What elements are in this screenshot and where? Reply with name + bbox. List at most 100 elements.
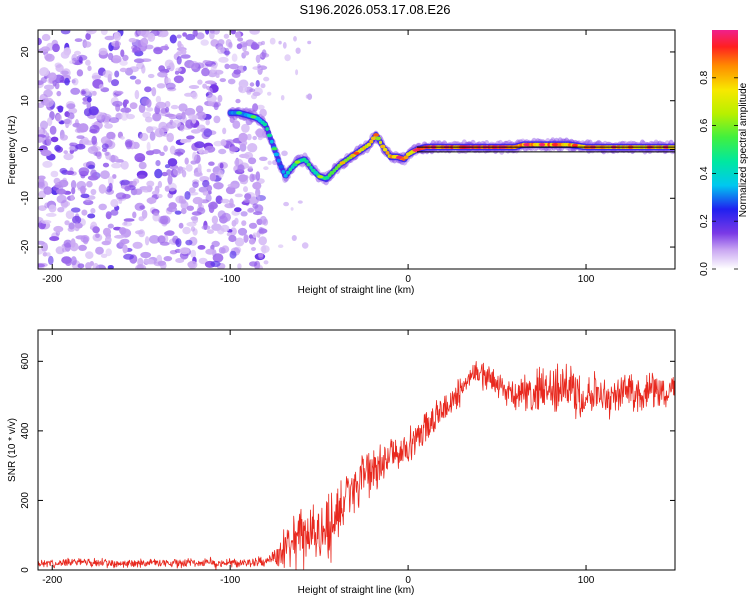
noise-blob xyxy=(242,42,247,53)
noise-blob xyxy=(112,55,122,64)
noise-blob xyxy=(247,165,253,170)
noise-blob xyxy=(128,66,139,73)
noise-blob xyxy=(65,170,75,175)
noise-blob xyxy=(98,47,108,56)
noise-blob xyxy=(64,220,70,226)
noise-blob xyxy=(213,102,219,111)
noise-blob xyxy=(151,190,159,196)
noise-blob xyxy=(260,83,266,89)
noise-blob xyxy=(44,202,49,209)
noise-blob xyxy=(212,253,224,263)
spectrogram-y-tick-label: -20 xyxy=(20,239,31,254)
ridge-peak xyxy=(373,133,380,137)
noise-blob xyxy=(247,207,255,213)
noise-blob xyxy=(95,246,104,255)
noise-blob xyxy=(65,210,75,219)
noise-blob xyxy=(163,145,168,152)
noise-blob xyxy=(217,227,225,235)
snr-y-label: SNR (10 * v/v) xyxy=(7,418,18,482)
noise-blob xyxy=(269,37,276,45)
noise-blob xyxy=(46,252,51,257)
noise-blob xyxy=(43,97,54,108)
noise-blob xyxy=(222,127,227,135)
noise-blob xyxy=(211,215,219,225)
noise-blob xyxy=(179,247,190,255)
noise-blob xyxy=(249,82,255,87)
noise-blob xyxy=(157,71,168,78)
noise-blob xyxy=(172,119,181,128)
noise-blob xyxy=(209,30,215,40)
noise-blob xyxy=(161,125,169,133)
noise-blob xyxy=(197,79,203,85)
noise-blob xyxy=(160,261,167,269)
noise-blob xyxy=(71,187,76,195)
noise-blob xyxy=(70,238,76,248)
noise-blob xyxy=(181,208,187,215)
noise-blob xyxy=(251,174,257,181)
noise-blob xyxy=(89,261,95,266)
spectrogram-ridge xyxy=(227,106,675,186)
colorbar-tick-label: 0.2 xyxy=(699,214,710,228)
noise-blob xyxy=(203,128,213,138)
noise-blob xyxy=(110,154,116,163)
noise-blob xyxy=(152,112,162,122)
ridge-core xyxy=(270,139,274,144)
noise-blob xyxy=(283,201,289,207)
noise-blob xyxy=(85,251,94,259)
noise-blob xyxy=(281,150,288,157)
noise-blob xyxy=(192,181,199,188)
snr-x-label: Height of straight line (km) xyxy=(298,585,415,596)
spectrogram-y-label: Frequency (Hz) xyxy=(7,116,18,185)
noise-blob xyxy=(155,101,167,109)
noise-blob xyxy=(52,43,60,53)
noise-blob xyxy=(192,30,198,37)
noise-blob xyxy=(59,134,68,141)
noise-blob xyxy=(241,123,250,133)
noise-blob xyxy=(40,46,51,53)
noise-blob xyxy=(53,177,61,185)
noise-blob xyxy=(176,56,182,65)
noise-blob xyxy=(223,50,231,55)
spectrogram-x-tick-label: -200 xyxy=(42,274,62,285)
ridge-core xyxy=(370,136,377,141)
noise-blob xyxy=(54,144,61,152)
noise-blob xyxy=(132,46,141,53)
noise-blob xyxy=(166,132,174,143)
noise-blob xyxy=(105,211,112,220)
noise-blob xyxy=(205,194,212,202)
noise-blob xyxy=(197,245,206,250)
noise-blob xyxy=(208,87,213,96)
noise-blob xyxy=(141,97,149,106)
spectrogram-x-tick-label: 0 xyxy=(405,274,411,285)
noise-blob xyxy=(156,83,166,89)
snr-y-tick-label: 600 xyxy=(20,353,31,370)
noise-blob xyxy=(74,222,80,232)
noise-blob xyxy=(77,263,85,269)
noise-blob xyxy=(59,167,68,174)
noise-blob xyxy=(206,168,211,173)
colorbar: 0.0 0.2 0.4 0.6 0.8 Normalized spectral ampl… xyxy=(699,30,749,276)
noise-blob xyxy=(101,240,111,246)
noise-blob xyxy=(141,186,151,193)
noise-blob xyxy=(185,164,193,172)
ridge-peak xyxy=(523,143,530,147)
ridge-core xyxy=(276,158,281,163)
noise-blob xyxy=(188,114,199,120)
noise-blob xyxy=(184,157,189,165)
noise-blob xyxy=(182,32,188,37)
noise-blob xyxy=(167,175,173,185)
noise-blob xyxy=(129,75,137,80)
noise-blob xyxy=(120,136,125,140)
noise-blob xyxy=(107,52,114,61)
noise-blob xyxy=(255,171,261,181)
noise-blob xyxy=(61,256,72,264)
noise-blob xyxy=(115,192,127,200)
noise-blob xyxy=(103,119,110,124)
noise-blob xyxy=(145,107,154,112)
noise-blob xyxy=(87,65,92,72)
noise-blob xyxy=(157,235,166,244)
noise-blob xyxy=(235,31,241,39)
spectrogram-x-tick-label: -100 xyxy=(220,274,240,285)
noise-blob xyxy=(280,95,285,101)
noise-blob xyxy=(45,132,50,140)
